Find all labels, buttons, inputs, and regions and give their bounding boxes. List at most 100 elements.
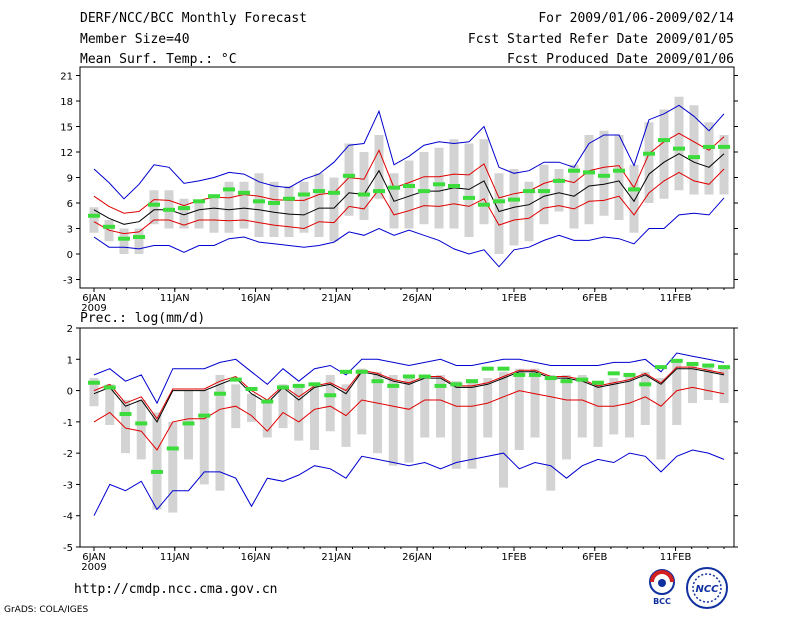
fcst-started-label: Fcst Started Refer Date 2009/01/05: [467, 31, 734, 47]
range-bar: [374, 135, 384, 199]
observed-marker: [373, 189, 385, 194]
range-bar: [499, 371, 508, 488]
plot-frame: [79, 327, 735, 548]
observed-marker: [371, 379, 384, 384]
observed-marker: [343, 173, 355, 178]
observed-marker: [229, 377, 242, 382]
x-tick-label: 6FEB: [582, 552, 607, 563]
range-bar: [294, 387, 304, 441]
observed-marker: [418, 189, 430, 194]
observed-marker: [277, 385, 289, 390]
x-tick-label: 1FEB: [501, 552, 526, 563]
observed-marker: [463, 195, 475, 200]
range-bar: [483, 378, 493, 438]
observed-marker: [298, 192, 310, 197]
observed-marker: [493, 199, 505, 204]
y-tick-label: 0: [67, 387, 73, 398]
observed-marker: [245, 387, 258, 392]
range-bar: [530, 368, 540, 438]
observed-marker: [387, 383, 400, 388]
range-bar: [299, 181, 309, 233]
member-size-label: Member Size=40: [80, 31, 190, 47]
observed-marker: [478, 202, 490, 207]
x-tick-label: 6JAN: [82, 293, 105, 304]
range-bar: [546, 374, 556, 491]
x-tick-label: 16JAN: [241, 293, 271, 304]
y-tick-label: 21: [60, 72, 73, 83]
range-bar: [640, 371, 650, 425]
range-bar: [284, 186, 294, 237]
observed-marker: [178, 206, 190, 211]
observed-marker: [88, 213, 100, 218]
observed-marker: [403, 374, 415, 379]
chart-title: DERF/NCC/BCC Monthly Forecast: [80, 11, 307, 26]
observed-marker: [576, 377, 589, 382]
range-bar: [577, 374, 587, 438]
observed-marker: [623, 372, 636, 377]
ncc-logo: NCC: [686, 567, 728, 609]
range-bar: [593, 381, 603, 447]
range-bar: [215, 374, 225, 491]
y-tick-label: 12: [60, 148, 73, 159]
bcc-logo-text: BCC: [653, 597, 671, 606]
y-tick-label: 1: [67, 355, 73, 366]
ncc-logo-text: NCC: [695, 584, 719, 595]
observed-marker: [598, 173, 610, 178]
observed-marker: [313, 189, 325, 194]
series-min-line: [93, 449, 725, 516]
range-bar: [209, 194, 219, 233]
observed-marker: [355, 369, 368, 374]
y-tick-label: -5: [63, 543, 73, 554]
observed-marker: [308, 382, 321, 387]
y-tick-label: -4: [63, 512, 73, 523]
range-bar: [329, 177, 339, 242]
range-bar: [310, 387, 319, 451]
grads-credit: GrADS: COLA/IGES: [4, 605, 89, 615]
observed-marker: [607, 371, 620, 376]
y-tick-label: -2: [63, 449, 73, 460]
range-bar: [136, 399, 146, 460]
source-url[interactable]: http://cmdp.ncc.cma.gov.cn: [74, 582, 278, 597]
range-bar: [494, 173, 504, 254]
range-bar: [119, 228, 129, 254]
observed-marker: [639, 382, 652, 387]
observed-marker: [103, 385, 116, 390]
year-label: 2009: [81, 562, 106, 573]
observed-marker: [560, 379, 573, 384]
x-tick-label: 21JAN: [321, 293, 351, 304]
observed-marker: [238, 190, 250, 195]
observed-marker: [643, 151, 655, 156]
range-bar: [689, 105, 699, 195]
observed-marker: [214, 391, 226, 396]
observed-marker: [718, 144, 730, 149]
observed-marker: [481, 366, 494, 371]
range-bar: [467, 381, 477, 469]
x-tick-label: 11FEB: [660, 293, 692, 304]
range-bar: [89, 207, 99, 233]
range-bar: [168, 421, 178, 513]
observed-marker: [655, 365, 667, 370]
range-bar: [179, 198, 189, 229]
range-bar: [149, 190, 159, 225]
observed-marker: [324, 393, 337, 398]
x-tick-label: 26JAN: [402, 293, 432, 304]
range-bar: [688, 362, 697, 404]
y-tick-label: 0: [67, 250, 73, 261]
x-tick-label: 1FEB: [501, 293, 526, 304]
observed-marker: [686, 361, 699, 366]
variable-label: Mean Surf. Temp.: °C: [80, 52, 237, 67]
observed-marker: [166, 446, 179, 451]
observed-marker: [163, 207, 175, 212]
x-tick-label: 21JAN: [321, 552, 351, 563]
series-mean-line: [93, 153, 725, 225]
range-bar: [625, 374, 634, 438]
range-bar: [359, 152, 369, 220]
observed-marker: [103, 224, 115, 229]
fcst-produced-label: Fcst Produced Date 2009/01/06: [507, 52, 734, 67]
range-bar: [419, 152, 429, 225]
x-tick-label: 16JAN: [241, 552, 271, 563]
observed-marker: [529, 372, 541, 377]
observed-marker: [208, 194, 220, 199]
range-bar: [719, 368, 729, 404]
observed-marker: [198, 413, 211, 418]
